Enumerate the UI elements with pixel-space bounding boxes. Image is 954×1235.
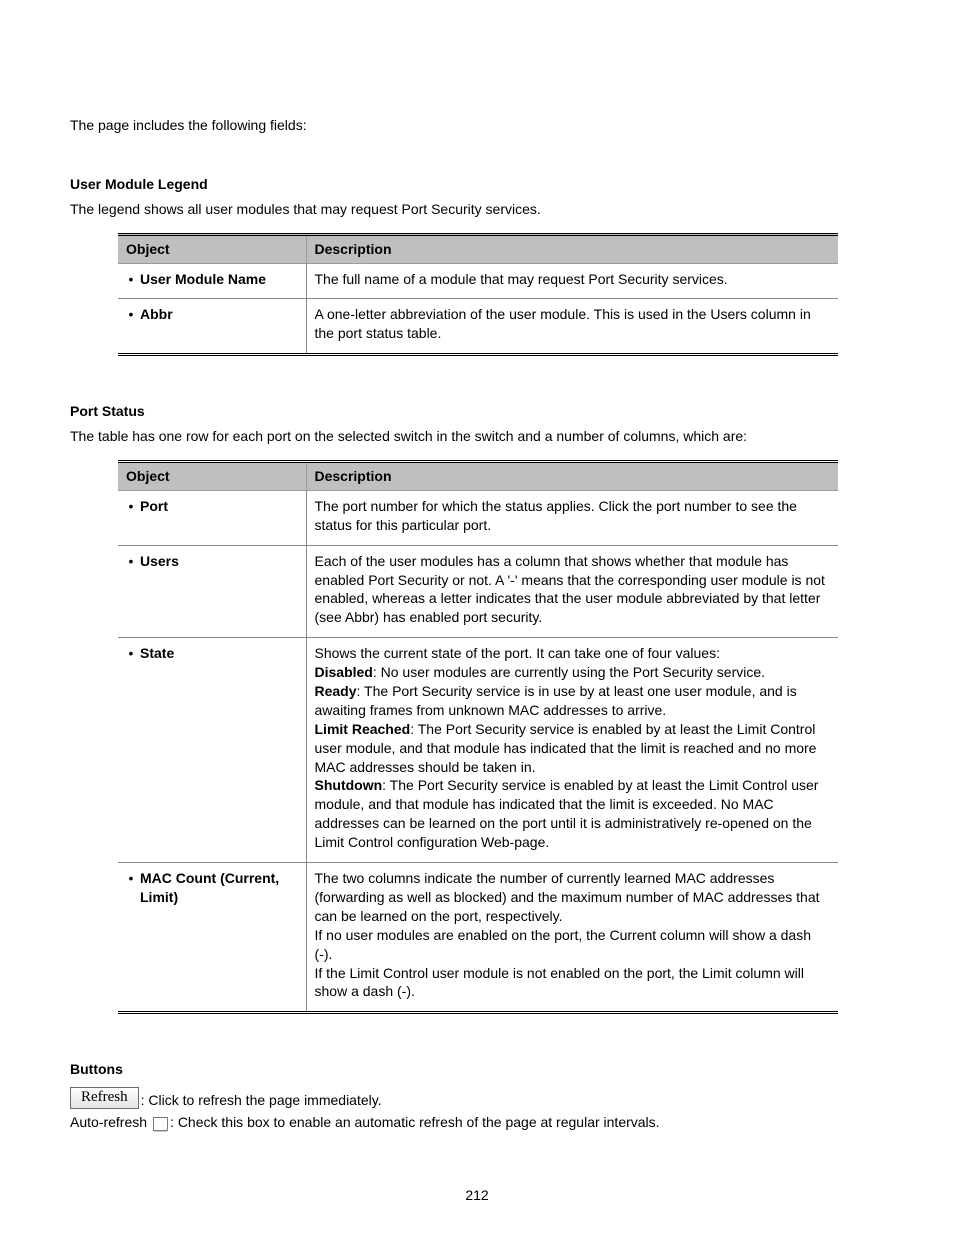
legend-row0-object: User Module Name — [140, 270, 266, 289]
bullet-icon: • — [122, 497, 140, 515]
mac-line-0: The two columns indicate the number of c… — [315, 870, 820, 924]
mac-line-2: If the Limit Control user module is not … — [315, 965, 804, 1000]
status-row3-object: MAC Count (Current, Limit) — [140, 869, 298, 907]
state-text-3: : The Port Security service is enabled b… — [315, 777, 819, 850]
autorefresh-row: Auto-refresh : Check this box to enable … — [70, 1113, 884, 1132]
autorefresh-checkbox[interactable] — [153, 1117, 168, 1131]
status-table-wrap: Object Description • Port The port numbe… — [118, 460, 884, 1014]
page-number: 212 — [0, 1186, 954, 1205]
legend-th-object: Object — [118, 234, 306, 263]
state-text-0: : No user modules are currently using th… — [373, 664, 765, 680]
status-row2-desc: Shows the current state of the port. It … — [306, 638, 838, 863]
status-row3-desc: The two columns indicate the number of c… — [306, 863, 838, 1013]
legend-row0-desc: The full name of a module that may reque… — [306, 263, 838, 299]
mac-line-1: If no user modules are enabled on the po… — [315, 927, 812, 962]
bullet-icon: • — [122, 644, 140, 662]
bullet-icon: • — [122, 270, 140, 288]
table-row: • Abbr A one-letter abbreviation of the … — [118, 299, 838, 355]
table-row: • MAC Count (Current, Limit) The two col… — [118, 863, 838, 1013]
autorefresh-label: Auto-refresh — [70, 1113, 147, 1132]
legend-table: Object Description • User Module Name Th… — [118, 233, 838, 357]
state-prefix-ready: Ready — [315, 683, 357, 699]
refresh-text: : Click to refresh the page immediately. — [141, 1091, 382, 1110]
refresh-button[interactable]: Refresh — [70, 1087, 139, 1109]
status-row1-object: Users — [140, 552, 179, 571]
status-th-description: Description — [306, 462, 838, 491]
refresh-row: Refresh : Click to refresh the page imme… — [70, 1087, 884, 1109]
legend-table-wrap: Object Description • User Module Name Th… — [118, 233, 884, 357]
state-prefix-limit: Limit Reached — [315, 721, 411, 737]
table-row: • State Shows the current state of the p… — [118, 638, 838, 863]
status-row0-desc: The port number for which the status app… — [306, 490, 838, 545]
state-prefix-shutdown: Shutdown — [315, 777, 383, 793]
table-row: • Port The port number for which the sta… — [118, 490, 838, 545]
bullet-icon: • — [122, 305, 140, 323]
status-th-object: Object — [118, 462, 306, 491]
legend-row1-object: Abbr — [140, 305, 173, 324]
autorefresh-text: : Check this box to enable an automatic … — [170, 1113, 660, 1132]
buttons-heading: Buttons — [70, 1060, 884, 1079]
page-container: The page includes the following fields: … — [0, 0, 954, 1235]
bullet-icon: • — [122, 869, 140, 887]
table-row: • User Module Name The full name of a mo… — [118, 263, 838, 299]
legend-heading: User Module Legend — [70, 175, 884, 194]
state-intro: Shows the current state of the port. It … — [315, 645, 720, 661]
status-table: Object Description • Port The port numbe… — [118, 460, 838, 1014]
state-prefix-disabled: Disabled — [315, 664, 373, 680]
legend-row1-desc: A one-letter abbreviation of the user mo… — [306, 299, 838, 355]
legend-th-description: Description — [306, 234, 838, 263]
bullet-icon: • — [122, 552, 140, 570]
status-row2-object: State — [140, 644, 174, 663]
status-subtext: The table has one row for each port on t… — [70, 427, 884, 446]
intro-text: The page includes the following fields: — [70, 116, 884, 135]
status-row0-object: Port — [140, 497, 168, 516]
state-text-1: : The Port Security service is in use by… — [315, 683, 797, 718]
legend-subtext: The legend shows all user modules that m… — [70, 200, 884, 219]
table-row: • Users Each of the user modules has a c… — [118, 545, 838, 638]
status-row1-desc: Each of the user modules has a column th… — [306, 545, 838, 638]
status-heading: Port Status — [70, 402, 884, 421]
